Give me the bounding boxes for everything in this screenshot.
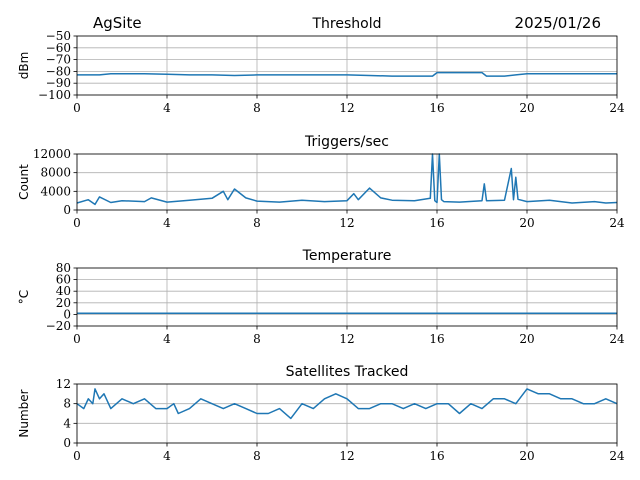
x-tick-label: 24 xyxy=(609,101,625,115)
x-tick-label: 4 xyxy=(163,101,171,115)
panel-title: Satellites Tracked xyxy=(286,364,409,380)
y-tick-label: −90 xyxy=(46,76,71,90)
x-tick-label: 12 xyxy=(339,216,354,230)
panel-4: 0 4 8 12 16 20 24 0 4 8 12 Satellites Tracked Number xyxy=(17,364,625,463)
date-label: 2025/01/26 xyxy=(515,14,601,32)
y-tick-label: 8000 xyxy=(40,166,71,180)
x-tick-label: 0 xyxy=(73,101,81,115)
x-tick-label: 20 xyxy=(519,449,534,463)
y-tick-label: 12 xyxy=(56,377,71,391)
y-tick-label: 0 xyxy=(63,203,71,217)
x-tick-label: 16 xyxy=(429,216,444,230)
x-tick-label: 0 xyxy=(73,332,81,346)
y-tick-label: −20 xyxy=(46,319,71,333)
panels: 0 4 8 12 16 20 24 −100−90−80−70−60−50 Threshold d… xyxy=(17,16,625,463)
x-tick-label: 8 xyxy=(253,216,261,230)
y-axis-label: dBm xyxy=(17,52,31,80)
x-tick-label: 12 xyxy=(339,332,354,346)
y-tick-label: −80 xyxy=(46,64,71,78)
x-tick-label: 8 xyxy=(253,101,261,115)
y-tick-label: 0 xyxy=(63,307,71,321)
panel-title: Triggers/sec xyxy=(304,134,389,150)
panel-2: 0 4 8 12 16 20 24 0 4000 8000 12000 Triggers/sec Cou… xyxy=(17,134,625,230)
x-tick-label: 24 xyxy=(609,449,625,463)
x-tick-label: 4 xyxy=(163,449,171,463)
y-axis-label: °C xyxy=(17,290,31,304)
x-tick-label: 4 xyxy=(163,216,171,230)
y-tick-label: 8 xyxy=(63,397,71,411)
x-tick-label: 0 xyxy=(73,216,81,230)
y-tick-label: −60 xyxy=(46,41,71,55)
y-tick-label: 60 xyxy=(56,273,71,287)
series-line xyxy=(76,388,618,420)
x-tick-label: 16 xyxy=(429,449,444,463)
panel-1: 0 4 8 12 16 20 24 −100−90−80−70−60−50 Threshold d… xyxy=(17,16,625,115)
y-tick-label: 12000 xyxy=(33,147,71,161)
x-tick-label: 8 xyxy=(253,332,261,346)
y-tick-label: 40 xyxy=(56,284,71,298)
y-axis-label: Count xyxy=(17,164,31,200)
x-tick-label: 16 xyxy=(429,101,444,115)
y-tick-label: −70 xyxy=(46,53,71,67)
x-tick-label: 20 xyxy=(519,101,534,115)
panel-title: Threshold xyxy=(312,16,382,32)
series-line xyxy=(77,71,617,77)
y-axis-label: Number xyxy=(17,389,31,437)
x-tick-label: 24 xyxy=(609,332,625,346)
y-tick-label: 4000 xyxy=(40,184,71,198)
y-tick-label: 20 xyxy=(56,296,71,310)
x-tick-label: 0 xyxy=(73,449,81,463)
x-tick-label: 12 xyxy=(339,449,354,463)
x-tick-label: 16 xyxy=(429,332,444,346)
y-tick-label: 4 xyxy=(63,416,71,430)
site-label: AgSite xyxy=(93,14,142,32)
x-tick-label: 4 xyxy=(163,332,171,346)
y-tick-label: 80 xyxy=(56,261,71,275)
panel-title: Temperature xyxy=(302,248,392,264)
x-tick-label: 20 xyxy=(519,216,534,230)
series-line xyxy=(76,153,618,206)
y-tick-label: 0 xyxy=(63,436,71,450)
x-tick-label: 12 xyxy=(339,101,354,115)
y-tick-label: −50 xyxy=(46,29,71,43)
y-tick-label: −100 xyxy=(38,88,71,102)
x-tick-label: 24 xyxy=(609,216,625,230)
x-tick-label: 8 xyxy=(253,449,261,463)
x-tick-label: 20 xyxy=(519,332,534,346)
